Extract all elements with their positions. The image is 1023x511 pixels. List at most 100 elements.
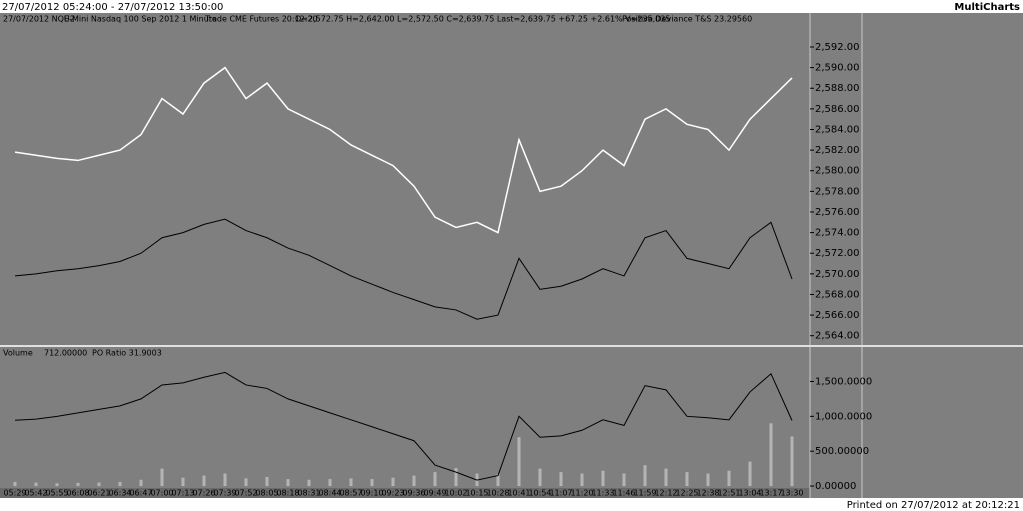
volume-bar (139, 479, 143, 487)
volume-bar (622, 473, 626, 487)
volume-bar (328, 479, 332, 487)
volume-bar (664, 468, 668, 487)
x-tick-label: 12:51 (717, 489, 740, 498)
x-tick-label: 13:17 (759, 489, 782, 498)
chart-area (0, 13, 1023, 498)
volume-bar (97, 482, 101, 487)
volume-bar (790, 436, 794, 487)
y-tick-label: 2,590.00 (815, 63, 860, 74)
pane-info: 712.00000 (44, 349, 87, 358)
footer: Printed on 27/07/2012 at 20:12:21 (847, 500, 1020, 511)
x-tick-label: 09:49 (423, 489, 446, 498)
x-tick-label: 07:00 (150, 489, 173, 498)
series-line (14, 218, 793, 320)
pane-info: Volume (3, 349, 33, 358)
y-tick-label: 2,564.00 (815, 331, 860, 342)
series-line (14, 371, 793, 481)
volume-bar (13, 481, 17, 487)
volume-bar (685, 472, 689, 487)
volume-bar (559, 472, 563, 487)
volume-bar (34, 482, 38, 487)
x-tick-label: 10:02 (444, 489, 467, 498)
y-tick-label: 2,580.00 (815, 166, 860, 177)
x-tick-label: 07:52 (234, 489, 257, 498)
y-tick-label: 2,574.00 (815, 228, 860, 239)
volume-bar (706, 473, 710, 487)
y-tick-label: 2,566.00 (815, 310, 860, 321)
x-tick-label: 10:54 (528, 489, 551, 498)
volume-bar (118, 481, 122, 487)
x-tick-label: 12:25 (675, 489, 698, 498)
pane-info: Positive Deviance T&S 23.29560 (622, 15, 752, 24)
y-tick-label: 2,582.00 (815, 145, 860, 156)
y-tick-label: 2,570.00 (815, 269, 860, 280)
x-tick-label: 08:05 (255, 489, 278, 498)
x-tick-label: 08:44 (318, 489, 341, 498)
volume-bar (223, 473, 227, 487)
x-tick-label: 08:18 (276, 489, 299, 498)
volume-bar (370, 479, 374, 487)
volume-bar (244, 478, 248, 487)
y-tick-label: 2,578.00 (815, 186, 860, 197)
x-tick-label: 11:46 (612, 489, 635, 498)
x-tick-label: 10:28 (486, 489, 509, 498)
x-tick-label: 11:20 (570, 489, 593, 498)
volume-bar (454, 467, 458, 487)
y-tick-label: 2,588.00 (815, 83, 860, 94)
pane-info: Trade CME Futures 20:12:20 (204, 15, 318, 24)
x-tick-label: 11:07 (549, 489, 572, 498)
y-tick-label: 500.00000 (815, 446, 869, 457)
volume-bar (55, 483, 59, 487)
volume-bar (307, 479, 311, 487)
x-tick-label: 07:26 (192, 489, 215, 498)
volume-bar (202, 475, 206, 487)
title-bar (0, 0, 1023, 13)
y-tick-label: 2,586.00 (815, 104, 860, 115)
volume-bar (769, 423, 773, 487)
y-tick-label: 2,584.00 (815, 124, 860, 135)
volume-bar (391, 477, 395, 487)
x-tick-label: 05:29 (3, 489, 26, 498)
y-tick-label: 1,000.0000 (815, 411, 872, 422)
x-tick-label: 11:59 (633, 489, 656, 498)
app-name: MultiCharts (954, 2, 1020, 13)
pane-info: E-Mini Nasdaq 100 Sep 2012 1 Minute (64, 15, 217, 24)
x-tick-label: 13:30 (780, 489, 803, 498)
volume-bar (181, 477, 185, 487)
y-tick-label: 2,572.00 (815, 248, 860, 259)
volume-bar (580, 473, 584, 487)
time-axis (0, 488, 810, 498)
x-tick-label: 07:13 (171, 489, 194, 498)
volume-bar (349, 478, 353, 487)
volume-bar (601, 470, 605, 487)
volume-bar (643, 465, 647, 487)
pane-info: PO Ratio 31.9003 (92, 349, 162, 358)
x-tick-label: 06:08 (66, 489, 89, 498)
x-tick-label: 08:57 (339, 489, 362, 498)
x-tick-label: 09:10 (360, 489, 383, 498)
x-tick-label: 05:55 (45, 489, 68, 498)
x-tick-label: 08:31 (297, 489, 320, 498)
x-tick-label: 11:33 (591, 489, 614, 498)
x-tick-label: 09:36 (402, 489, 425, 498)
volume-bar (496, 474, 500, 487)
x-tick-label: 12:12 (654, 489, 677, 498)
y-tick-label: 2,592.00 (815, 42, 860, 53)
y-tick-label: 2,568.00 (815, 289, 860, 300)
x-tick-label: 09:23 (381, 489, 404, 498)
volume-bar (727, 470, 731, 487)
volume-bar (265, 476, 269, 487)
volume-bar (433, 472, 437, 487)
volume-bar (76, 482, 80, 487)
volume-bar (286, 479, 290, 487)
x-tick-label: 07:39 (213, 489, 236, 498)
y-tick-label: 0.00000 (815, 481, 856, 492)
x-tick-label: 10:15 (465, 489, 488, 498)
x-tick-label: 10:41 (507, 489, 530, 498)
y-tick-label: 1,500.0000 (815, 376, 872, 387)
x-tick-label: 13:04 (738, 489, 761, 498)
y-tick-label: 2,576.00 (815, 207, 860, 218)
pane-info: O=2,572.75 H=2,642.00 L=2,572.50 C=2,639… (295, 15, 670, 24)
volume-bar (412, 475, 416, 487)
